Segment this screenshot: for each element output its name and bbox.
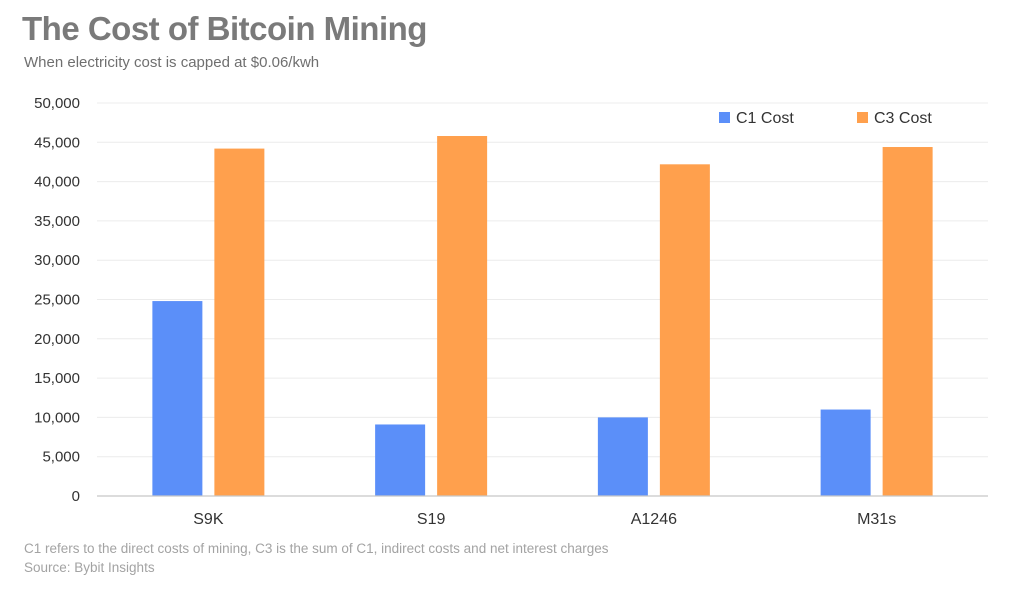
- bar-c1-cost-m31s: [820, 409, 871, 496]
- bar-c1-cost-s19: [375, 424, 426, 496]
- x-tick-label: M31s: [857, 511, 896, 528]
- chart-footnote: C1 refers to the direct costs of mining,…: [24, 541, 609, 556]
- bars: [152, 136, 933, 497]
- chart-title: The Cost of Bitcoin Mining: [22, 10, 427, 47]
- chart-subtitle: When electricity cost is capped at $0.06…: [24, 54, 320, 71]
- bar-c3-cost-s9k: [214, 148, 265, 496]
- y-tick-label: 0: [72, 488, 80, 505]
- y-axis-ticks: 0 5,000 10,000 15,000 20,000 25,000 30,000 35,0…: [34, 95, 80, 505]
- x-axis: S9K S19 A1246 M31s: [97, 495, 988, 528]
- x-tick-label: S19: [417, 511, 446, 528]
- bar-c1-cost-a1246: [597, 417, 648, 496]
- legend: C1 Cost C3 Cost: [719, 110, 932, 127]
- y-tick-label: 30,000: [34, 252, 80, 269]
- y-tick-label: 40,000: [34, 174, 80, 191]
- y-tick-label: 50,000: [34, 95, 80, 112]
- y-tick-label: 5,000: [42, 449, 80, 466]
- y-tick-label: 45,000: [34, 134, 80, 151]
- x-tick-label: A1246: [631, 511, 677, 528]
- chart-source: Source: Bybit Insights: [24, 560, 155, 575]
- legend-label: C1 Cost: [736, 110, 794, 127]
- y-tick-label: 10,000: [34, 409, 80, 426]
- y-tick-label: 20,000: [34, 331, 80, 348]
- bar-c1-cost-s9k: [152, 301, 203, 496]
- legend-swatch: [719, 112, 730, 123]
- y-tick-label: 25,000: [34, 292, 80, 309]
- y-tick-label: 35,000: [34, 213, 80, 230]
- bar-c3-cost-a1246: [659, 164, 710, 497]
- legend-swatch: [857, 112, 868, 123]
- bar-c3-cost-s19: [437, 136, 488, 496]
- bar-c3-cost-m31s: [882, 147, 933, 497]
- legend-label: C3 Cost: [874, 110, 932, 127]
- y-tick-label: 15,000: [34, 370, 80, 387]
- x-tick-label: S9K: [193, 511, 224, 528]
